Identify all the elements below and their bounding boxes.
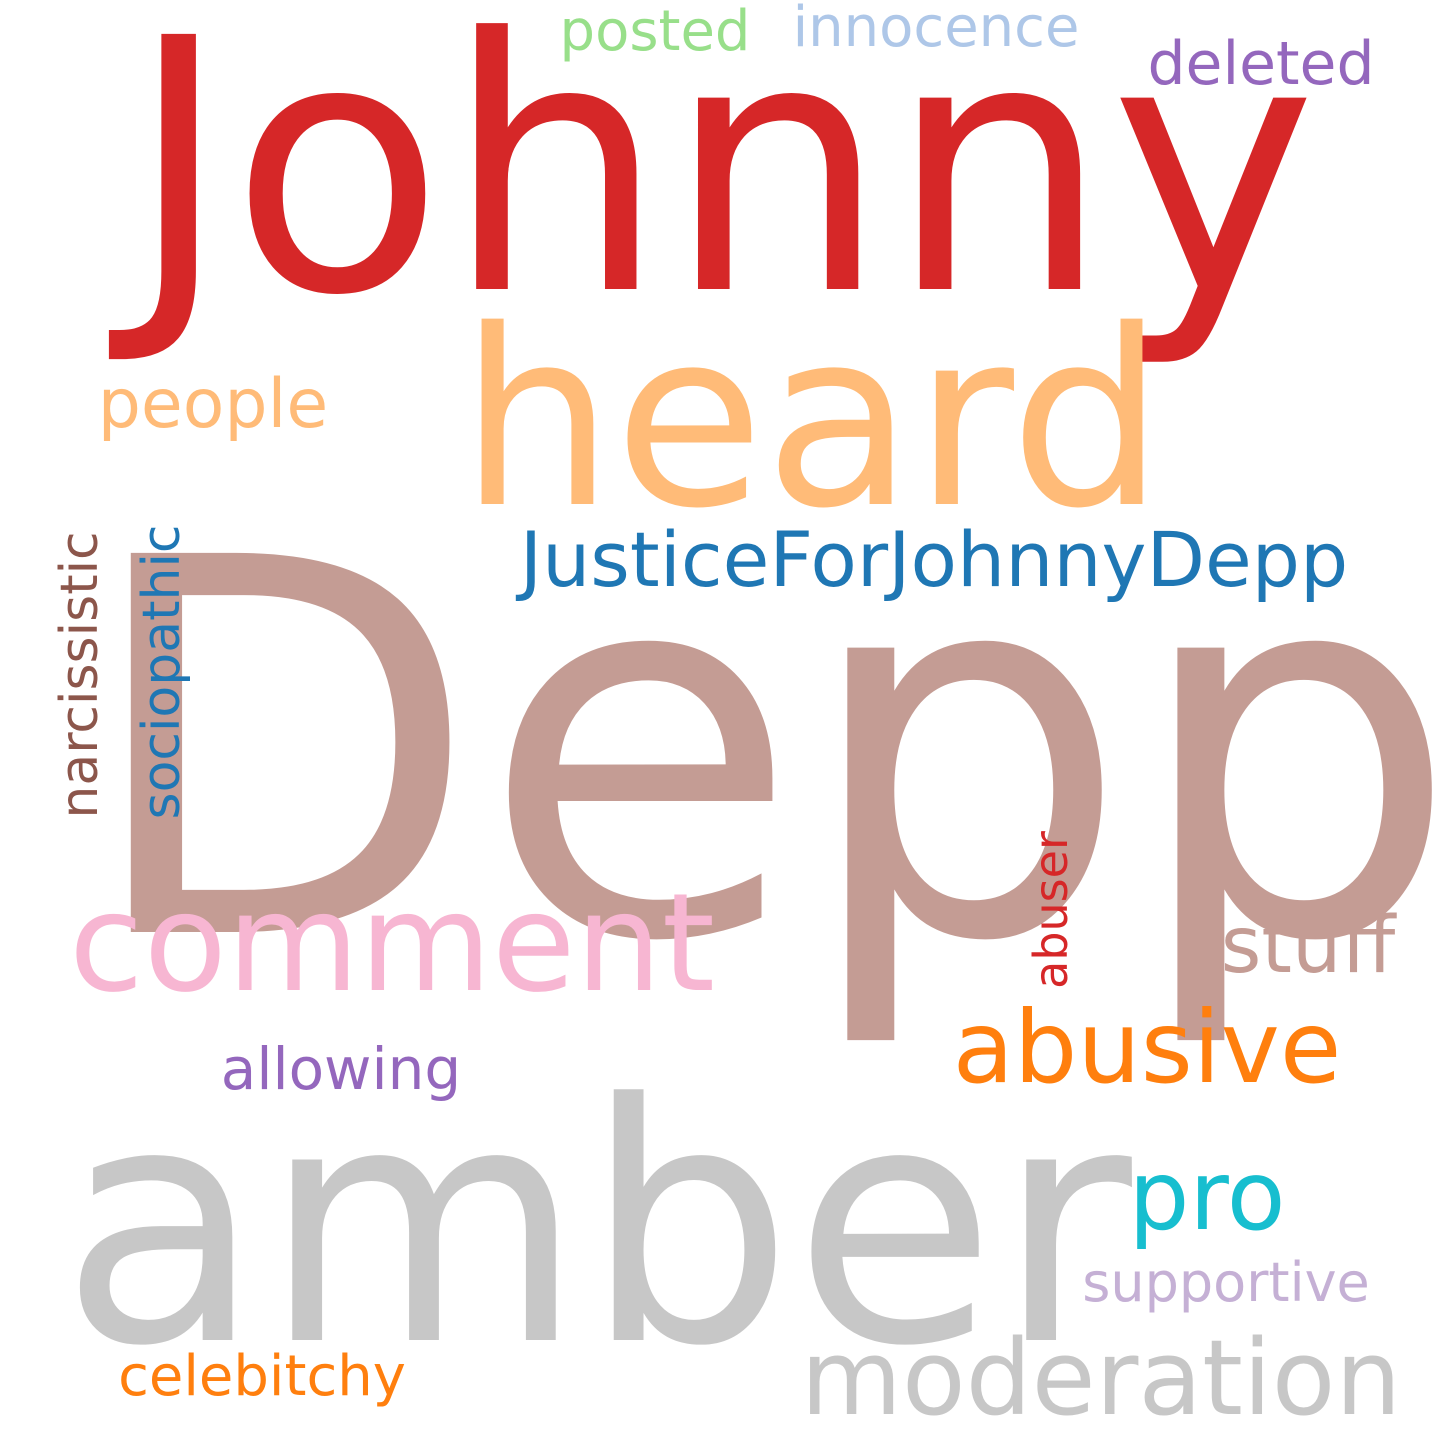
word-abusive: abusive: [952, 989, 1342, 1106]
word-deleted: deleted: [1147, 29, 1375, 99]
word-allowing: allowing: [220, 1035, 462, 1103]
word-heard: heard: [459, 278, 1165, 562]
word-depp: Depp: [79, 449, 1440, 1055]
word-pro: pro: [1128, 1140, 1286, 1252]
word-posted: posted: [559, 0, 751, 64]
word-amber: amber: [60, 1034, 1132, 1418]
word-comment: comment: [68, 865, 716, 1023]
word-celebitchy: celebitchy: [118, 1344, 406, 1409]
word-stuff: stuff: [1220, 901, 1396, 991]
word-innocence: innocence: [792, 0, 1080, 60]
word-supportive: supportive: [1082, 1251, 1370, 1314]
word-sociopathic: sociopathic: [132, 524, 192, 820]
word-johnny: Johnny: [127, 0, 1317, 372]
word-justicefor-johnnydepp: JusticeForJohnnyDepp: [519, 515, 1349, 604]
word-narcissistic: narcissistic: [50, 531, 110, 819]
word-moderation: moderation: [800, 1317, 1402, 1439]
word-people: people: [97, 365, 329, 444]
word-abuser: abuser: [1024, 831, 1078, 989]
